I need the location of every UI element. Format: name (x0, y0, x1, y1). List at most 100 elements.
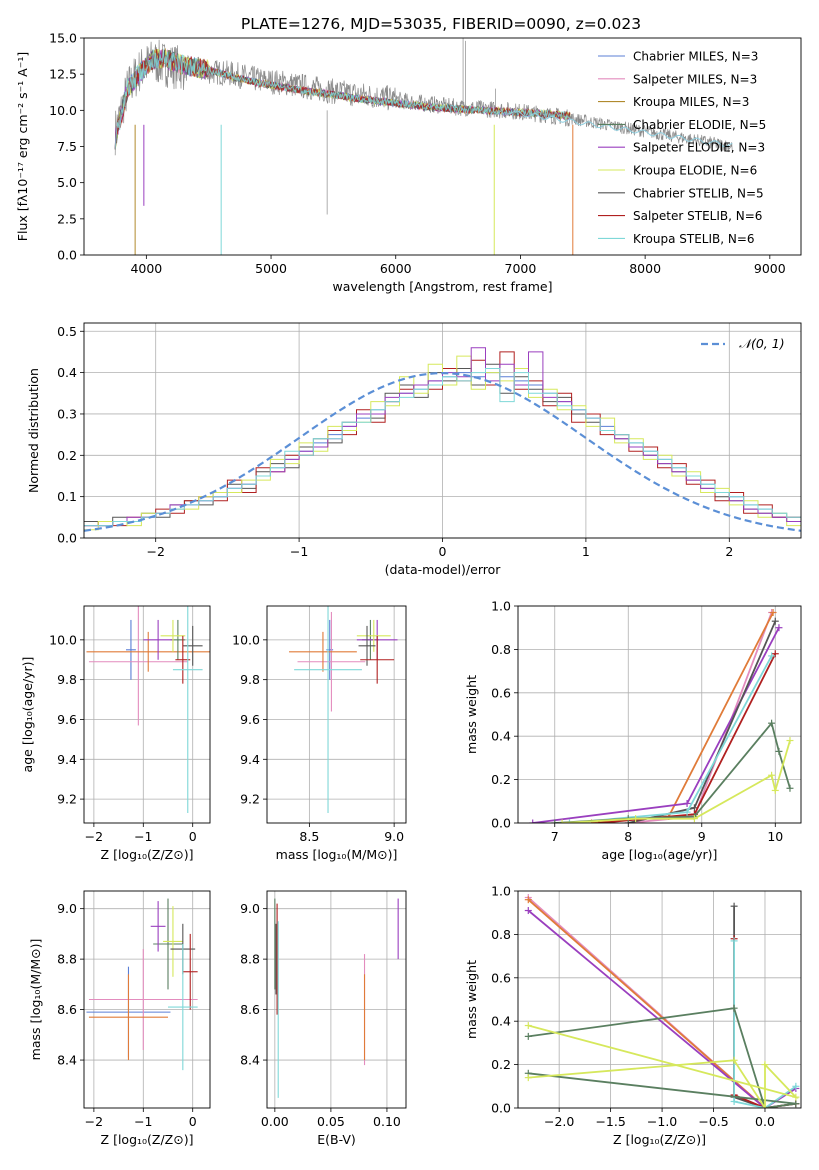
y-tick-label: 0.4 (491, 1014, 511, 1029)
x-axis-label: E(B-V) (317, 1132, 356, 1147)
x-tick-label: 0.00 (261, 1114, 289, 1129)
plot-area (84, 347, 801, 532)
y-tick-label: 0.8 (491, 927, 511, 942)
x-tick-label: 0 (189, 1114, 197, 1129)
y-axis-label: age [log₁₀(age/yr)] (20, 657, 35, 773)
plot-area (86, 606, 210, 814)
y-axis-label: Flux [fλ10⁻¹⁷ erg cm⁻² s⁻¹ A⁻¹] (15, 52, 30, 241)
x-tick-label: −2.0 (544, 1114, 574, 1129)
plot-age-vs-weight: 7 8 9 10 0.0 0.2 0.4 0.6 0.8 1.0 age [log₁₀(age/yr… (464, 599, 802, 862)
y-tick-label: 0.2 (491, 1057, 511, 1072)
x-tick-label: −0.5 (698, 1114, 728, 1129)
weight-series-line (528, 1007, 797, 1108)
plot-z-vs-mass: −2 −1 0 8.4 8.6 8.8 9.0 Z [log₁₀(Z/Z⊙)] mass [lo… (28, 890, 211, 1147)
plot-area (86, 898, 198, 1071)
legend-label: Chabrier ELODIE, N=5 (633, 118, 766, 132)
axes-frame (517, 890, 802, 1109)
x-tick-label: −2 (85, 1114, 103, 1129)
y-tick-label: 9.0 (240, 901, 260, 916)
x-tick-label: 7000 (505, 261, 537, 276)
y-tick-label: 1.0 (491, 599, 511, 614)
x-tick-label: 9.0 (384, 829, 404, 844)
x-axis-label: Z [log₁₀(Z/Z⊙)] (613, 1132, 706, 1147)
x-tick-label: −1 (134, 1114, 152, 1129)
plot-area (274, 898, 399, 1098)
x-axis-label: wavelength [Angstrom, rest frame] (332, 279, 552, 294)
y-tick-label: 15.0 (49, 31, 77, 46)
legend-label: 𝒩(0, 1) (739, 336, 785, 351)
x-tick-label: 0 (439, 544, 447, 559)
y-tick-label: 2.5 (57, 211, 77, 226)
y-tick-label: 7.5 (57, 139, 77, 154)
histogram-step-line (84, 368, 801, 527)
weight-series-line (527, 899, 766, 1108)
plot-mass-vs-age: 8.5 9.0 9.2 9.4 9.6 9.8 10.0 mass [log₁₀(M/M⊙)] (232, 605, 407, 862)
y-axis-label: mass weight (464, 960, 479, 1039)
y-tick-label: 8.8 (57, 952, 77, 967)
y-tick-label: 0.3 (57, 406, 77, 421)
axes-frame (83, 322, 802, 539)
x-tick-label: −1 (134, 829, 152, 844)
plot-z-vs-age: −2 −1 0 9.2 9.4 9.6 9.8 10.0 Z [log₁₀(Z/Z⊙)] age … (20, 605, 211, 862)
plot-spectrum: 4000 5000 6000 7000 8000 9000 0.0 2.5 5.0 7.5 10.0… (15, 31, 802, 294)
y-tick-label: 8.4 (240, 1053, 260, 1068)
y-tick-label: 0.0 (491, 1101, 511, 1116)
y-tick-label: 8.8 (240, 952, 260, 967)
x-axis-label: age [log₁₀(age/yr)] (602, 847, 718, 862)
y-tick-label: 10.0 (49, 632, 77, 647)
model-tail-line (507, 110, 733, 148)
plot-z-vs-weight: −2.0 −1.5 −1.0 −0.5 0.0 0.0 0.2 0.4 0.6 0.8 1.0 Z [… (464, 884, 802, 1147)
legend-label: Salpeter ELODIE, N=3 (633, 141, 765, 155)
x-tick-label: 0.0 (755, 1114, 775, 1129)
x-tick-label: 0 (189, 829, 197, 844)
x-tick-label: 1 (582, 544, 590, 559)
x-tick-label: 10 (767, 829, 783, 844)
y-tick-label: 9.4 (57, 752, 77, 767)
y-tick-label: 0.4 (57, 365, 77, 380)
weight-series-line (528, 1024, 799, 1108)
y-tick-label: 10.0 (49, 103, 77, 118)
plot-area (114, 38, 733, 255)
legend-label: Chabrier STELIB, N=5 (633, 186, 764, 200)
x-tick-label: −1.5 (595, 1114, 625, 1129)
y-tick-label: 10.0 (232, 632, 260, 647)
y-tick-label: 9.8 (57, 672, 77, 687)
x-axis-label: Z [log₁₀(Z/Z⊙)] (101, 1132, 194, 1147)
plot-ebv-vs-mass: 0.00 0.05 0.10 8.4 8.6 8.8 9.0 E(B-V) (240, 890, 407, 1147)
legend-label: Salpeter STELIB, N=6 (633, 209, 762, 223)
axes-frame (517, 605, 802, 824)
legend-label: Kroupa STELIB, N=6 (633, 232, 755, 246)
y-tick-label: 0.5 (57, 324, 77, 339)
x-tick-label: 8 (624, 829, 632, 844)
plot-area (529, 609, 794, 823)
y-axis-label: mass weight (464, 675, 479, 754)
y-tick-label: 12.5 (49, 67, 77, 82)
model-spectrum-line (114, 48, 571, 150)
y-tick-label: 0.6 (491, 970, 511, 985)
legend-label: Kroupa ELODIE, N=6 (633, 164, 757, 178)
y-tick-label: 9.2 (240, 792, 260, 807)
x-tick-label: 0.10 (373, 1114, 401, 1129)
legend-label: Kroupa MILES, N=3 (633, 95, 749, 109)
y-tick-label: 8.6 (57, 1002, 77, 1017)
legend: Chabrier MILES, N=3 Salpeter MILES, N=3 Kr… (598, 50, 766, 246)
x-tick-label: 0.05 (317, 1114, 345, 1129)
x-tick-label: 6000 (380, 261, 412, 276)
y-tick-label: 9.6 (240, 712, 260, 727)
axes-frame (266, 605, 407, 824)
y-tick-label: 0.0 (57, 248, 77, 263)
x-tick-label: 8000 (629, 261, 661, 276)
y-tick-label: 9.8 (240, 672, 260, 687)
y-tick-label: 0.6 (491, 685, 511, 700)
axes-frame (83, 890, 211, 1109)
axes-frame (83, 605, 211, 824)
x-tick-label: 7 (551, 829, 559, 844)
plot-residual-histogram: −2 −1 0 1 2 0.0 0.1 0.2 0.3 0.4 0.5 (data-model)/er… (26, 322, 802, 577)
axes-frame (83, 37, 802, 256)
normal-reference-curve (84, 371, 801, 532)
y-tick-label: 1.0 (491, 884, 511, 899)
x-tick-label: 4000 (130, 261, 162, 276)
y-tick-label: 5.0 (57, 175, 77, 190)
legend-label: Salpeter MILES, N=3 (633, 72, 757, 86)
